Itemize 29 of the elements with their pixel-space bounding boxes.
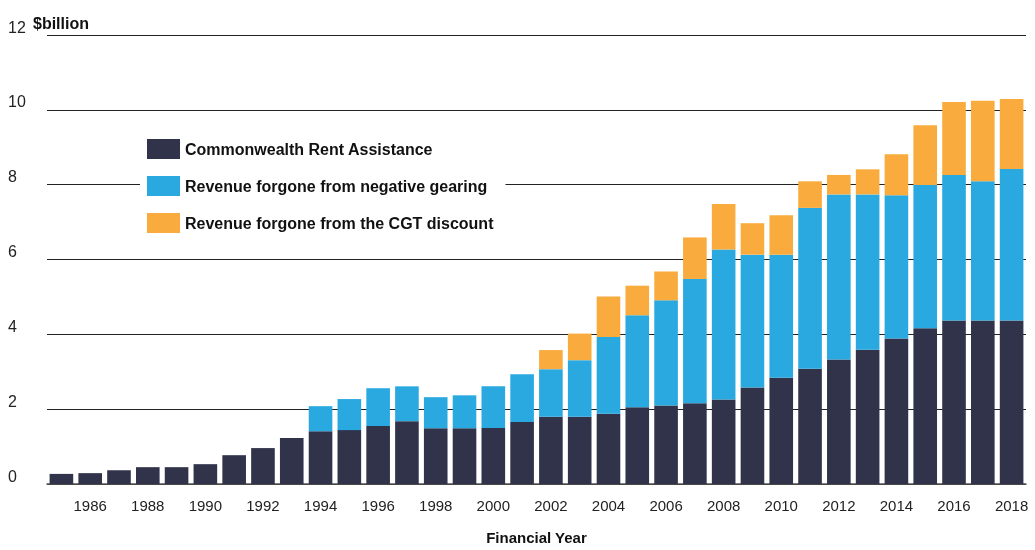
- y-tick-label: 4: [8, 317, 17, 335]
- x-tick-label: 2016: [937, 497, 971, 514]
- x-tick-label: 1986: [73, 497, 107, 514]
- x-tick-label: 2008: [706, 497, 741, 514]
- y-axis-title: $billion: [33, 14, 89, 32]
- x-tick-label: 2000: [476, 497, 510, 514]
- x-tick-label: 1996: [361, 497, 395, 514]
- y-tick-label: 0: [8, 467, 17, 485]
- y-tick-label: 10: [8, 93, 26, 111]
- x-tick-label: 2014: [879, 497, 914, 514]
- legend-label: Revenue forgone from the CGT discount: [185, 214, 495, 232]
- y-tick-label: 12: [8, 18, 26, 36]
- x-tick-label: 1998: [419, 497, 453, 514]
- y-tick-label: 6: [8, 243, 17, 260]
- x-tick-label: 2004: [591, 497, 626, 514]
- x-tick-label: 2012: [822, 497, 856, 514]
- x-tick-label: 2018: [994, 497, 1029, 514]
- x-axis-title: Financial Year: [486, 529, 587, 546]
- x-tick-label: 1994: [303, 497, 338, 514]
- x-tick-label: 2010: [764, 497, 798, 514]
- legend-label: Commonwealth Rent Assistance: [185, 140, 433, 158]
- x-tick-label: 2006: [649, 497, 683, 514]
- x-tick-label: 1988: [131, 497, 165, 514]
- y-tick-label: 8: [8, 168, 17, 186]
- y-tick-label: 2: [8, 392, 17, 410]
- x-tick-label: 2002: [534, 497, 568, 514]
- legend-label: Revenue forgone from negative gearing: [185, 177, 488, 195]
- x-tick-label: 1992: [246, 497, 280, 514]
- x-tick-label: 1990: [188, 497, 223, 514]
